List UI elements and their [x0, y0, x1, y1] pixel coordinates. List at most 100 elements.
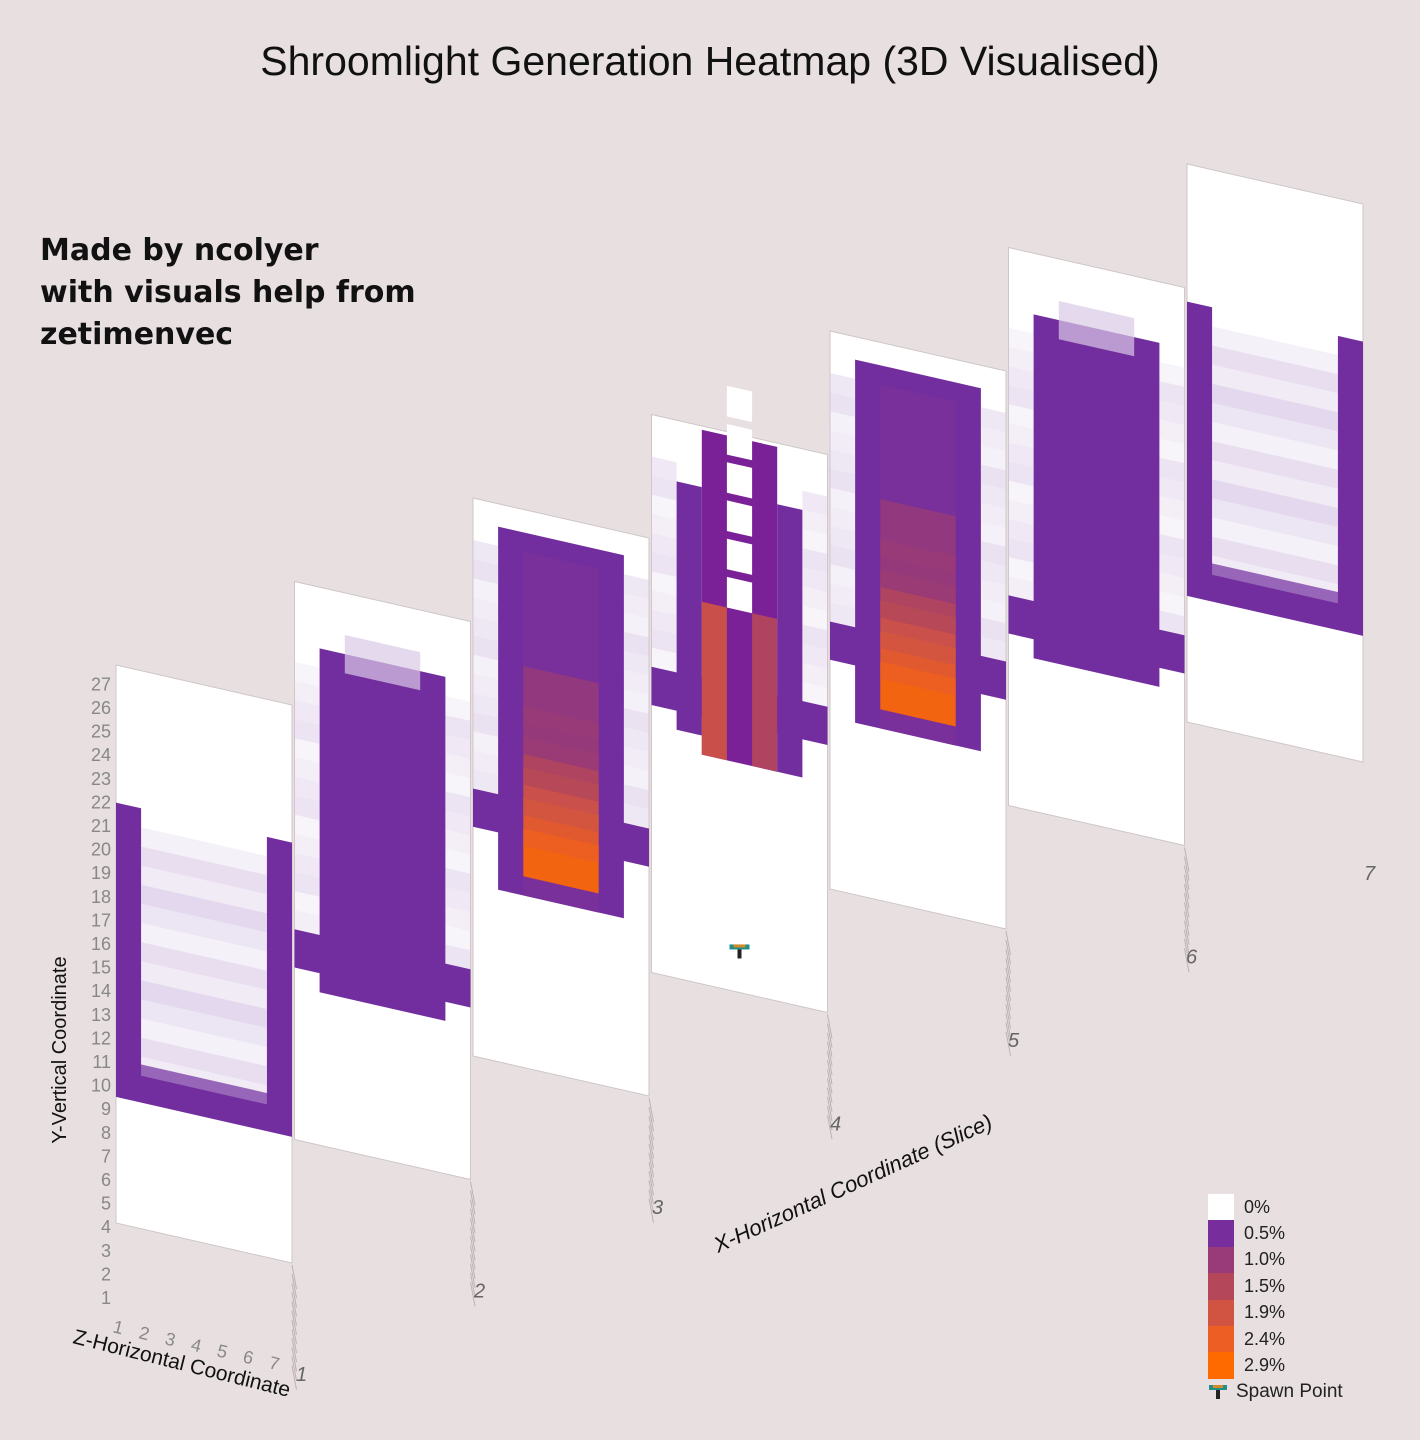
heat-cell: [726, 538, 753, 575]
y-tick-label: 24: [91, 745, 111, 765]
heat-cell: [294, 719, 320, 744]
floor-line: [1005, 949, 1011, 974]
heat-cell: [1159, 553, 1185, 578]
legend: 0% 0.5% 1.0% 1.5% 1.9% 2.4% 2.9% Spawn Point: [1208, 1194, 1343, 1405]
heat-cell: [651, 552, 677, 577]
heat-cell: [980, 445, 1006, 471]
heat-cell: [1212, 326, 1338, 375]
heat-cell: [473, 692, 499, 718]
heat-cell: [473, 712, 499, 737]
heat-cell: [1008, 346, 1034, 372]
heat-cell: [726, 462, 753, 499]
spawn-point-icon: [1209, 1384, 1227, 1399]
floor-line: [291, 1301, 297, 1326]
floor-line: [1005, 958, 1011, 983]
y-tick-label: 19: [91, 863, 111, 883]
heat-cell: [445, 696, 471, 721]
heat-cell: [980, 426, 1006, 452]
floor-line: [291, 1292, 297, 1317]
heat-cell: [445, 887, 471, 912]
heat-cell: [623, 784, 649, 810]
y-tick-label: 25: [91, 722, 111, 742]
z-tick-label: 3: [163, 1328, 178, 1350]
heat-cell: [1159, 400, 1185, 426]
heat-cell: [651, 647, 677, 673]
z-tick-label: 5: [215, 1340, 230, 1362]
floor-line: [1005, 967, 1011, 992]
y-tick-label: 18: [91, 887, 111, 907]
heat-cell: [445, 925, 471, 951]
floor-line: [1005, 940, 1011, 965]
slice-2: [294, 580, 471, 1181]
heat-cell: [701, 601, 727, 761]
legend-spawn-entry: Spawn Point: [1208, 1379, 1343, 1405]
heat-cell: [651, 456, 677, 482]
floor-line: [470, 1263, 476, 1288]
heat-cell: [1159, 495, 1185, 521]
credit-line-3: zetimenvec: [40, 317, 234, 352]
heat-cell: [1008, 480, 1034, 506]
heat-cell: [141, 999, 267, 1048]
heat-cell: [141, 1037, 267, 1086]
heat-cell: [623, 746, 649, 772]
heat-cell: [980, 407, 1006, 433]
heat-cell: [116, 802, 142, 1095]
legend-entry: 1.0%: [1208, 1246, 1343, 1274]
y-tick-label: 11: [92, 1052, 111, 1072]
legend-entry: 2.4%: [1208, 1325, 1343, 1353]
floor-line: [470, 1190, 476, 1215]
heat-cell: [1212, 402, 1338, 451]
heat-cell: [141, 980, 267, 1028]
spawn-icon-stem: [737, 949, 742, 959]
heat-cell: [802, 681, 828, 707]
spawn-point-icon: [729, 944, 750, 959]
floor-line: [1005, 1013, 1011, 1038]
slice-1: [115, 664, 293, 1264]
floor-line: [648, 1189, 654, 1214]
z-tick-label: 2: [137, 1322, 152, 1344]
heat-cell: [141, 942, 267, 990]
heat-cell: [623, 631, 649, 657]
floor-line: [827, 1051, 833, 1076]
floor-line: [1184, 902, 1190, 927]
y-tick-label: 5: [101, 1194, 111, 1214]
heat-cell: [473, 635, 499, 661]
y-tick-label: 12: [91, 1028, 111, 1048]
heat-cell: [1033, 314, 1160, 687]
floor-line: [827, 1105, 833, 1131]
heat-cell: [802, 643, 828, 669]
floor-line: [1184, 874, 1190, 900]
heat-cell: [445, 715, 471, 740]
heat-cell: [294, 700, 320, 725]
y-tick-label: 26: [91, 698, 111, 718]
heat-cell: [473, 559, 499, 584]
floor-line: [1184, 948, 1190, 973]
heat-cell: [141, 923, 267, 971]
heat-cell: [141, 884, 267, 933]
slice-cells: [1187, 301, 1363, 636]
floor-line: [291, 1274, 297, 1299]
y-axis-title: Y-Vertical Coordinate: [49, 956, 71, 1143]
floor-line: [827, 1115, 833, 1140]
floor-line: [648, 1134, 654, 1159]
x-tick-label: 7: [1364, 863, 1376, 885]
floor-line: [1005, 1004, 1011, 1029]
y-tick-label: 27: [91, 674, 111, 694]
y-tick-label: 6: [101, 1170, 111, 1190]
heat-cell: [294, 872, 320, 897]
heat-cell: [473, 616, 499, 642]
heat-cell: [141, 903, 267, 952]
y-tick-label: 1: [101, 1288, 111, 1308]
y-tick-label: 9: [101, 1099, 111, 1119]
legend-spawn-label: Spawn Point: [1236, 1380, 1343, 1402]
heat-cell: [294, 661, 320, 687]
slice-7: [1186, 163, 1364, 763]
heat-cell: [623, 593, 649, 619]
heat-cell: [141, 827, 267, 876]
floor-line: [291, 1283, 297, 1308]
floor-line: [291, 1338, 297, 1363]
z-tick-label: 1: [111, 1316, 126, 1338]
z-tick-label: 6: [241, 1346, 256, 1368]
y-tick-label: 10: [91, 1076, 111, 1096]
